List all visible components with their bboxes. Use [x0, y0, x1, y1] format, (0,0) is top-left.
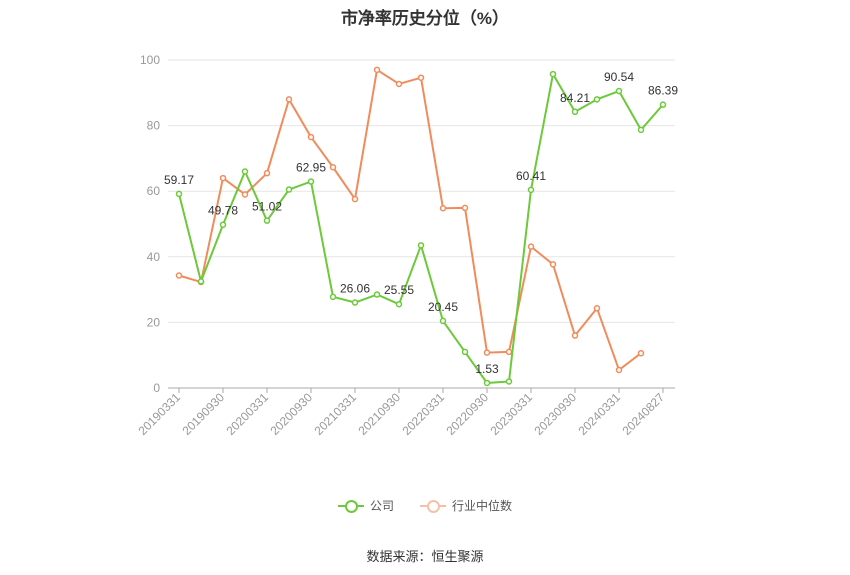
data-point-industry[interactable] — [241, 191, 249, 198]
data-point-company[interactable] — [505, 378, 513, 385]
data-point-company[interactable] — [285, 186, 293, 193]
x-tick-label: 20230930 — [531, 390, 579, 438]
data-point-industry[interactable] — [285, 96, 293, 103]
data-label: 25.55 — [384, 283, 414, 297]
x-tick-label: 20230331 — [487, 390, 535, 438]
data-point-industry[interactable] — [615, 366, 623, 374]
series-line-company — [178, 73, 664, 384]
data-point-company[interactable] — [373, 291, 381, 298]
data-label: 59.17 — [164, 173, 194, 187]
data-point-industry[interactable] — [593, 305, 601, 312]
data-label: 20.45 — [428, 300, 458, 314]
data-point-company[interactable] — [417, 242, 425, 249]
data-point-industry[interactable] — [175, 272, 183, 279]
data-point-industry[interactable] — [505, 348, 513, 356]
data-point-company[interactable] — [241, 168, 249, 175]
data-point-industry[interactable] — [395, 80, 403, 88]
data-point-company[interactable] — [637, 126, 645, 134]
x-tick-label: 20220930 — [443, 390, 491, 438]
source-note: 数据来源：恒生聚源 — [366, 549, 484, 564]
legend-company-marker — [337, 499, 364, 513]
data-label: 62.95 — [296, 161, 326, 175]
y-tick-label: 60 — [147, 184, 161, 198]
x-tick-label: 20190930 — [179, 390, 227, 438]
data-point-company[interactable] — [307, 178, 315, 185]
data-point-industry[interactable] — [571, 332, 579, 339]
legend: 公司 行业中位数 — [0, 497, 850, 514]
data-point-company[interactable] — [395, 300, 403, 308]
data-point-industry[interactable] — [329, 164, 337, 171]
x-tick-label: 20200930 — [267, 390, 315, 438]
data-point-company[interactable] — [527, 186, 535, 194]
y-tick-label: 20 — [147, 315, 161, 329]
data-point-company[interactable] — [483, 379, 491, 387]
data-point-industry[interactable] — [351, 195, 359, 203]
data-point-company[interactable] — [461, 348, 469, 356]
legend-item-industry[interactable]: 行业中位数 — [420, 497, 512, 514]
data-point-company[interactable] — [549, 70, 557, 78]
data-point-industry[interactable] — [263, 169, 271, 177]
data-label: 84.21 — [560, 91, 590, 105]
x-tick-label: 20220331 — [399, 390, 447, 438]
data-point-company[interactable] — [219, 221, 227, 228]
data-point-company[interactable] — [593, 96, 601, 103]
data-point-company[interactable] — [351, 299, 359, 306]
data-point-company[interactable] — [263, 217, 271, 224]
data-label: 51.02 — [252, 200, 282, 214]
y-tick-label: 40 — [147, 250, 161, 264]
data-point-company[interactable] — [571, 108, 579, 116]
data-label: 90.54 — [604, 70, 634, 84]
data-label: 60.41 — [516, 169, 546, 183]
data-point-industry[interactable] — [637, 349, 645, 357]
legend-company-label: 公司 — [369, 499, 394, 513]
data-point-company[interactable] — [659, 101, 667, 108]
x-tick-label: 20210331 — [311, 390, 359, 438]
data-point-industry[interactable] — [439, 205, 447, 212]
chart-title: 市净率历史分位（%） — [340, 9, 510, 28]
data-point-industry[interactable] — [549, 261, 557, 268]
data-point-company[interactable] — [329, 293, 337, 301]
data-label: 49.78 — [208, 204, 238, 218]
x-tick-label: 20240827 — [619, 390, 667, 438]
y-tick-label: 100 — [140, 53, 160, 67]
x-tick-label: 20190331 — [135, 390, 183, 438]
data-point-industry[interactable] — [417, 74, 425, 81]
x-tick-label: 20200331 — [223, 390, 271, 438]
data-point-industry[interactable] — [483, 349, 491, 356]
x-tick-label: 20240331 — [575, 390, 623, 438]
x-tick-label: 20210930 — [355, 390, 403, 438]
line-chart: 0 20 40 60 80 100 2019033120190930202003312020… — [135, 53, 678, 438]
y-tick-label: 0 — [153, 381, 160, 395]
legend-item-company[interactable]: 公司 — [337, 497, 394, 514]
data-point-company[interactable] — [439, 317, 447, 325]
y-tick-label: 80 — [147, 119, 161, 133]
data-point-industry[interactable] — [373, 66, 381, 74]
legend-industry-marker — [420, 499, 446, 513]
data-label: 86.39 — [648, 84, 678, 98]
data-point-industry[interactable] — [527, 243, 535, 250]
data-point-company[interactable] — [615, 87, 623, 95]
data-point-industry[interactable] — [461, 204, 469, 212]
data-label: 1.53 — [475, 362, 499, 376]
legend-industry-label: 行业中位数 — [452, 499, 513, 513]
data-point-company[interactable] — [175, 190, 183, 198]
data-label: 26.06 — [340, 282, 370, 296]
data-point-industry[interactable] — [307, 133, 315, 141]
data-point-company[interactable] — [197, 278, 205, 285]
data-point-industry[interactable] — [219, 174, 227, 182]
series-line-industry — [178, 68, 642, 371]
